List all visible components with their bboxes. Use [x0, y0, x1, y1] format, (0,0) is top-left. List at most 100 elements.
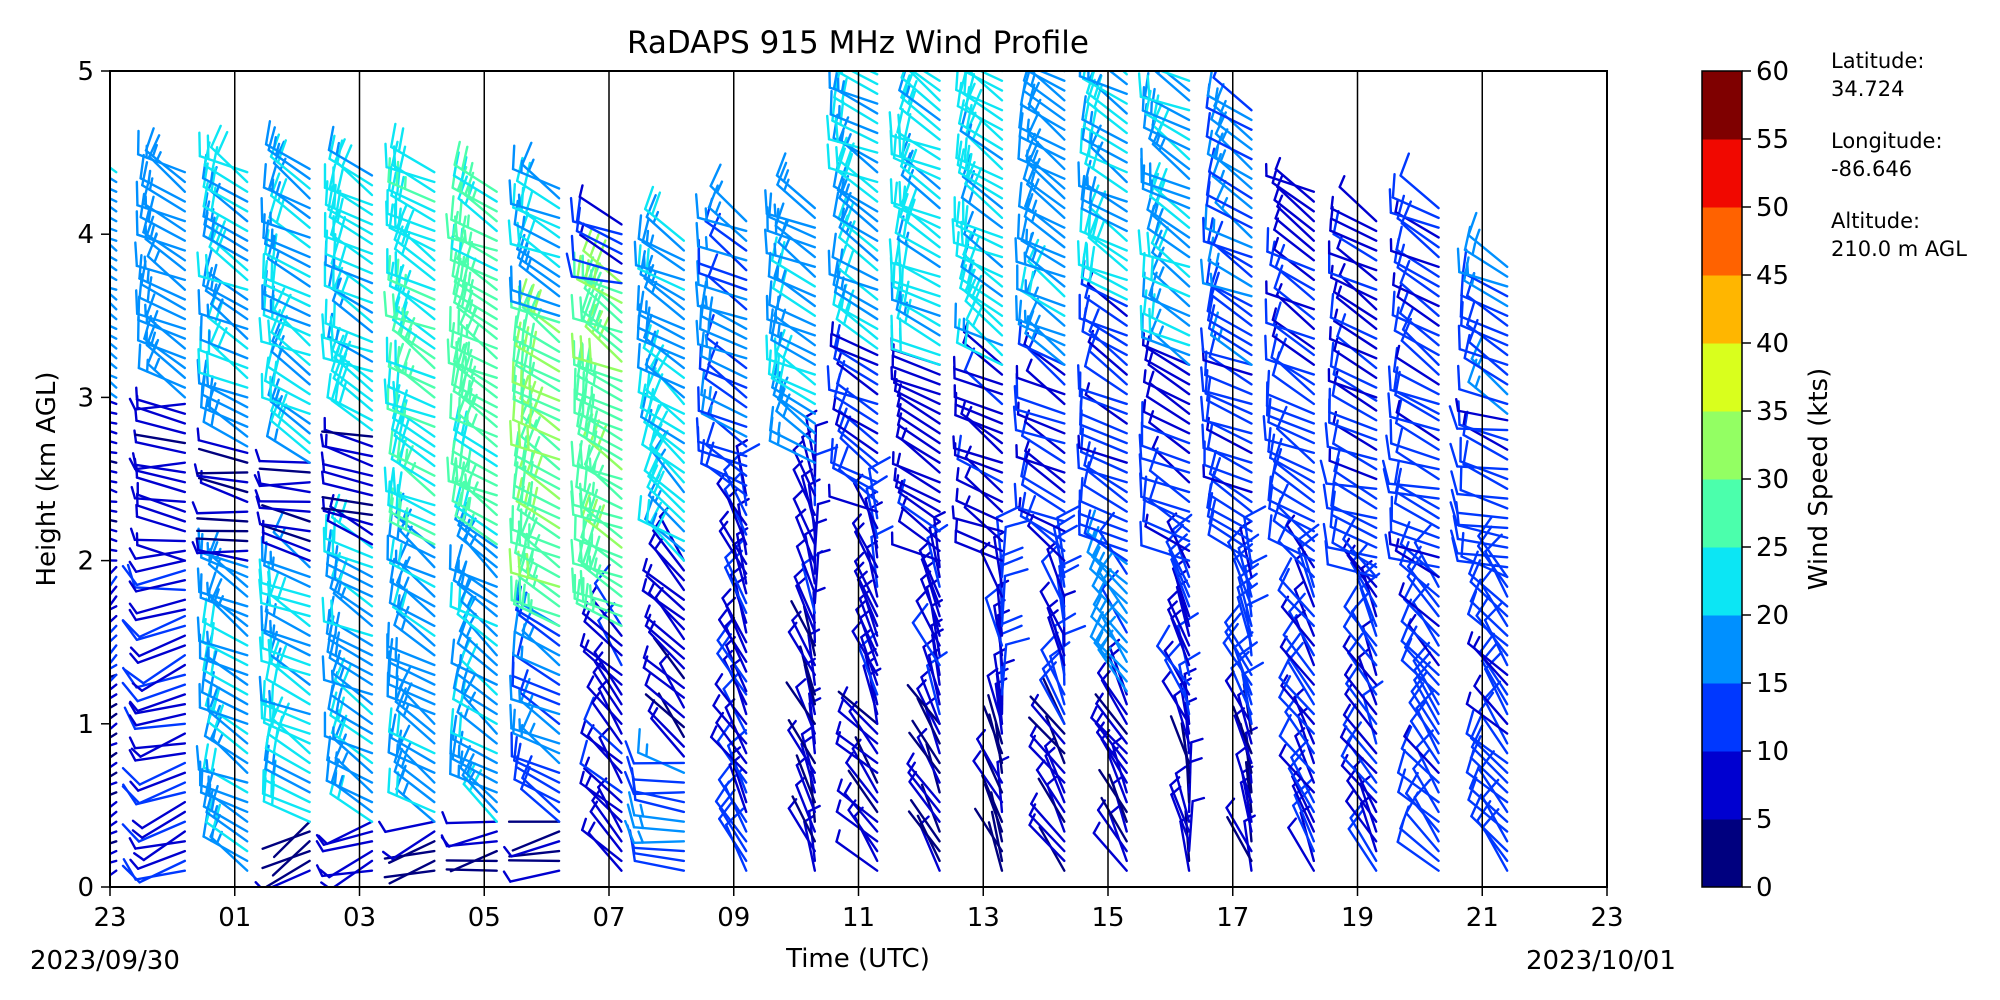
wind-barb: [847, 769, 879, 814]
wind-barb: [263, 259, 311, 308]
wind-barb: [451, 476, 498, 526]
wind-barb: [110, 500, 118, 504]
wind-barb: [1332, 209, 1378, 262]
wind-barb: [830, 437, 879, 484]
x-tick-label: 03: [343, 903, 376, 933]
wind-barb: [1275, 283, 1316, 331]
wind-barb: [1273, 187, 1316, 233]
wind-barb: [1482, 680, 1509, 745]
wind-barb: [1206, 129, 1253, 180]
wind-barb: [511, 505, 561, 549]
end-date-label: 2023/10/01: [1526, 946, 1676, 976]
wind-barb: [694, 281, 748, 321]
colorbar-tick-label: 45: [1756, 261, 1789, 291]
colorbar-tick-label: 15: [1756, 669, 1789, 699]
wind-barb: [637, 214, 686, 262]
wind-barb: [951, 218, 1004, 259]
wind-barb: [835, 829, 879, 872]
wind-barb: [1078, 489, 1128, 533]
wind-barb: [1226, 815, 1253, 863]
colorbar-tick-label: 20: [1756, 601, 1789, 631]
wind-barb: [387, 840, 436, 864]
wind-barb: [1079, 389, 1128, 435]
wind-barb: [271, 840, 311, 877]
wind-barb: [202, 182, 249, 233]
wind-barb: [1278, 743, 1316, 794]
wind-barb: [1344, 683, 1378, 735]
wind-barb: [955, 466, 1004, 504]
colorbar-swatch: [1702, 479, 1742, 548]
wind-barb: [722, 670, 748, 735]
wind-barb: [110, 518, 118, 523]
wind-barb: [1267, 475, 1316, 523]
x-tick-label: 01: [218, 903, 251, 933]
wind-barb: [1413, 778, 1440, 843]
wind-barb: [832, 396, 879, 435]
x-tick-label: 17: [1216, 903, 1249, 933]
wind-barb: [829, 89, 879, 135]
wind-barb: [1078, 71, 1128, 96]
wind-barb: [1156, 624, 1191, 686]
wind-barb: [955, 133, 1004, 180]
wind-barb: [514, 321, 561, 373]
wind-barb: [1161, 670, 1191, 725]
y-tick-label: 4: [77, 220, 94, 250]
colorbar-tick-label: 50: [1756, 193, 1789, 223]
x-tick-label: 13: [967, 903, 1000, 933]
wind-barb: [1079, 127, 1128, 174]
y-tick-label: 5: [77, 57, 94, 87]
wind-barb: [1456, 364, 1509, 406]
wind-barb: [982, 705, 1004, 755]
wind-barb: [509, 575, 561, 618]
wind-barb: [450, 321, 498, 370]
wind-barb: [502, 869, 561, 883]
wind-barb: [323, 163, 374, 207]
wind-barb: [129, 693, 187, 713]
wind-barb: [1014, 295, 1066, 337]
hour-gridlines: [234, 71, 1483, 887]
colorbar-swatch: [1702, 683, 1742, 752]
wind-barb: [260, 524, 311, 543]
wind-barb: [1000, 519, 1030, 579]
wind-barb: [121, 820, 187, 843]
wind-barb: [450, 195, 498, 242]
wind-barb: [1083, 159, 1128, 213]
wind-barb: [709, 725, 748, 774]
wind-barb: [896, 412, 941, 455]
wind-barb: [272, 820, 311, 859]
wind-barb: [1276, 194, 1316, 242]
wind-barb: [451, 251, 498, 301]
wind-barb: [1082, 102, 1128, 154]
wind-barb: [446, 338, 498, 380]
wind-barb: [977, 71, 1004, 82]
wind-barb: [1280, 674, 1316, 725]
wind-barb: [623, 770, 686, 796]
wind-barb: [1148, 370, 1191, 415]
colorbar-tick-label: 0: [1756, 873, 1773, 903]
wind-barb: [735, 439, 749, 497]
wind-barb: [1167, 590, 1191, 647]
wind-barb: [573, 367, 623, 412]
wind-barb: [261, 849, 311, 870]
wind-barb: [795, 754, 817, 804]
wind-barb: [198, 760, 249, 804]
wind-barb: [110, 450, 118, 455]
wind-barb: [1394, 467, 1440, 520]
wind-barb: [136, 481, 187, 513]
wind-barb: [955, 487, 1004, 523]
wind-barb: [624, 740, 686, 765]
wind-barb: [1467, 631, 1509, 677]
wind-barb: [110, 479, 118, 484]
wind-barb: [1142, 475, 1191, 523]
y-tick-label: 3: [77, 383, 94, 413]
wind-barb: [628, 829, 686, 863]
wind-barb: [1015, 444, 1066, 474]
wind-barb: [1388, 188, 1440, 229]
wind-barb: [386, 248, 436, 291]
wind-barb: [388, 428, 436, 477]
wind-barb: [1266, 227, 1316, 272]
wind-barb: [521, 755, 561, 814]
wind-barb: [1399, 805, 1440, 863]
wind-barb: [203, 200, 249, 252]
